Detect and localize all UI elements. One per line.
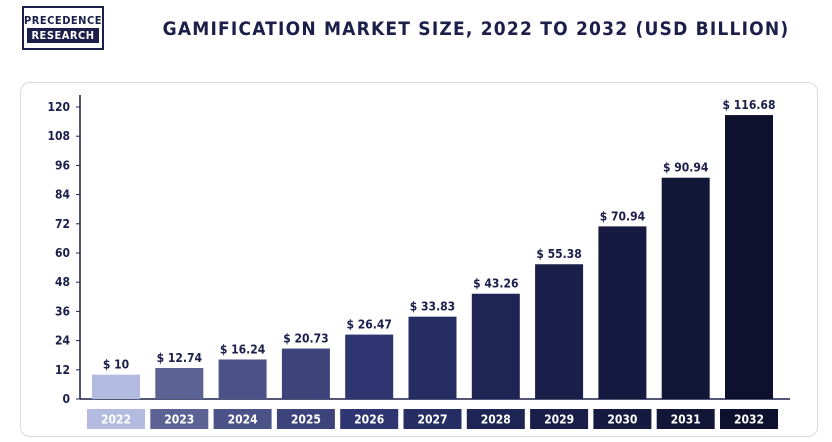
data-label: $ 20.73 <box>283 332 328 346</box>
x-tick-label: 2022 <box>101 413 131 427</box>
x-tick-label: 2025 <box>291 413 321 427</box>
x-tick-label: 2032 <box>734 413 764 427</box>
y-tick-label: 108 <box>47 129 70 143</box>
x-label-box <box>530 409 589 429</box>
bar <box>471 293 520 399</box>
data-label: $ 33.83 <box>410 300 455 314</box>
x-label-box <box>340 409 399 429</box>
x-tick-label: 2031 <box>671 413 701 427</box>
x-tick-label: 2026 <box>354 413 384 427</box>
y-tick-label: 48 <box>55 275 70 289</box>
y-tick-label: 36 <box>55 304 70 318</box>
logo-line-2: RESEARCH <box>27 28 99 43</box>
bar <box>661 177 710 399</box>
bar <box>535 264 584 399</box>
data-label: $ 10 <box>103 358 129 372</box>
x-label-box <box>466 409 525 429</box>
x-tick-label: 2027 <box>417 413 447 427</box>
y-tick-label: 84 <box>55 188 71 202</box>
y-tick-label: 96 <box>55 158 70 172</box>
bar <box>92 374 140 399</box>
data-label: $ 70.94 <box>600 209 646 223</box>
data-label: $ 12.74 <box>157 351 203 365</box>
x-tick-label: 2028 <box>481 413 511 427</box>
data-label: $ 43.26 <box>473 277 518 291</box>
x-label-box <box>403 409 462 429</box>
precedence-research-logo: PRECEDENCE RESEARCH <box>22 6 104 50</box>
x-label-box <box>87 409 145 429</box>
y-tick-label: 0 <box>62 392 70 406</box>
bar <box>598 226 647 399</box>
data-label: $ 90.94 <box>663 161 709 175</box>
bar <box>345 334 394 399</box>
bar <box>408 316 457 399</box>
x-tick-label: 2029 <box>544 413 574 427</box>
bar <box>155 367 204 399</box>
x-label-box <box>593 409 652 429</box>
x-tick-label: 2023 <box>164 413 194 427</box>
chart-title: GAMIFICATION MARKET SIZE, 2022 TO 2032 (… <box>162 18 790 40</box>
bar <box>725 115 773 399</box>
y-tick-label: 60 <box>55 246 70 260</box>
bar <box>218 359 267 399</box>
data-label: $ 55.38 <box>536 247 581 261</box>
data-label: $ 26.47 <box>346 318 391 332</box>
x-label-box <box>150 409 209 429</box>
data-label: $ 116.68 <box>723 98 776 112</box>
x-tick-label: 2024 <box>228 413 259 427</box>
bar <box>281 348 330 399</box>
logo-line-1: PRECEDENCE <box>24 14 102 27</box>
x-label-box <box>276 409 335 429</box>
y-tick-label: 120 <box>47 100 70 114</box>
chart-frame <box>20 82 818 437</box>
x-label-box <box>656 409 715 429</box>
x-label-box <box>720 409 778 429</box>
y-tick-label: 12 <box>55 363 70 377</box>
x-label-box <box>213 409 272 429</box>
header: PRECEDENCE RESEARCH GAMIFICATION MARKET … <box>0 0 832 58</box>
y-tick-label: 24 <box>55 334 71 348</box>
x-tick-label: 2030 <box>607 413 637 427</box>
data-label: $ 16.24 <box>220 342 266 356</box>
y-tick-label: 72 <box>55 217 70 231</box>
